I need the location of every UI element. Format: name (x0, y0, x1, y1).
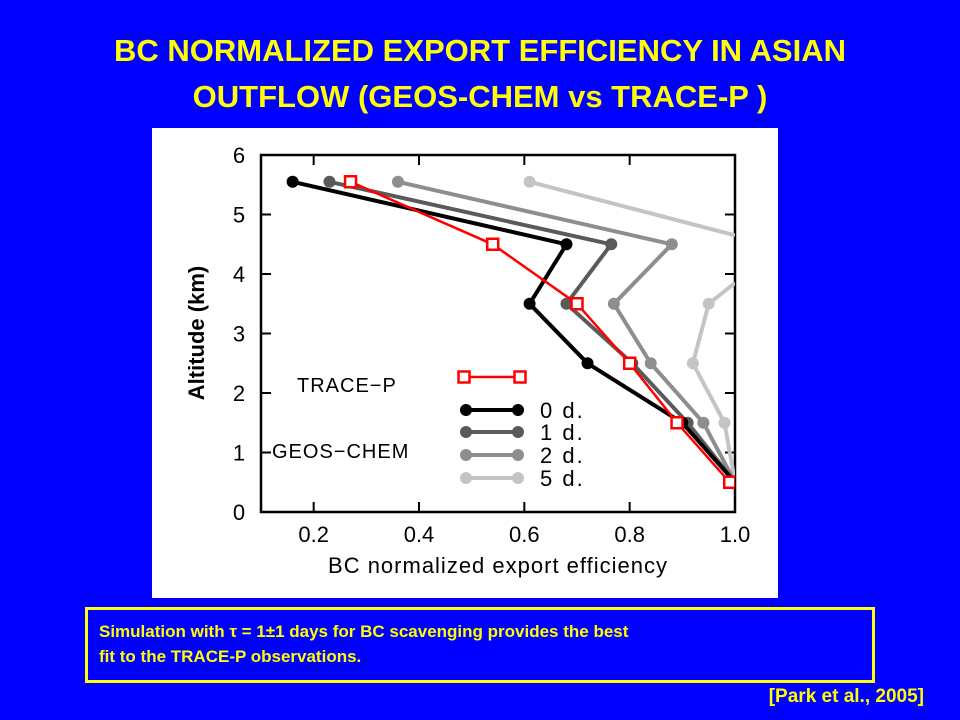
data-point-trace-p (485, 237, 500, 251)
data-point-5d (686, 357, 699, 370)
legend-label-2d: 2 d. (540, 443, 585, 468)
data-point-trace-p (722, 475, 735, 489)
legend-marker-1d (460, 426, 472, 438)
data-point-5d (523, 175, 536, 188)
data-point-2d (607, 297, 620, 310)
series-line-trace-p (349, 180, 731, 484)
data-point-trace-p (622, 356, 637, 370)
legend-marker-2d (460, 449, 472, 461)
y-tick-label: 3 (233, 322, 245, 347)
data-point-0d (581, 357, 594, 370)
plot-area (286, 175, 735, 489)
legend-geos-chem-label: GEOS−CHEM (272, 441, 409, 463)
data-point-2d (644, 357, 657, 370)
y-tick-label: 4 (233, 262, 245, 287)
legend-marker-0d (512, 404, 524, 416)
export-efficiency-chart: 0.2 0.4 0.6 0.8 1.0 0 1 2 3 4 5 6 BC normalized expo… (184, 143, 751, 578)
legend-label-0d: 0 d. (540, 398, 585, 423)
legend-label-5d: 5 d. (540, 466, 585, 491)
data-point-0d (286, 175, 299, 188)
data-point-1d (323, 175, 336, 188)
y-tick-label: 2 (233, 381, 245, 406)
legend-marker-5d (460, 472, 472, 484)
slide-title-line-1: BC NORMALIZED EXPORT EFFICIENCY IN ASIAN (114, 33, 846, 68)
data-point-1d (560, 297, 573, 310)
data-point-trace-p (343, 175, 358, 189)
y-tick-label: 1 (233, 441, 245, 466)
legend-marker-2d (512, 449, 524, 461)
series-line-5d-lower (690, 281, 735, 483)
citation: [Park et al., 2005] (768, 686, 924, 707)
x-tick-label: 0.6 (509, 522, 540, 547)
data-point-0d (560, 238, 573, 251)
data-point-5d (702, 297, 715, 310)
y-axis-label: Altitude (km) (184, 266, 209, 400)
data-point-2d (391, 175, 404, 188)
x-tick-label: 0.4 (404, 522, 435, 547)
series-line-2d (397, 179, 735, 484)
data-point-2d (697, 416, 710, 429)
legend-trace-p-label: TRACE−P (297, 375, 397, 397)
legend-marker-1d (512, 426, 524, 438)
data-point-trace-p (570, 297, 584, 311)
x-tick-label: 0.2 (298, 522, 329, 547)
series-line-0d (292, 179, 735, 484)
legend-trace-p-marker (513, 370, 527, 384)
data-point-5d (718, 416, 731, 429)
data-point-1d (605, 238, 618, 251)
series-2d (391, 175, 735, 489)
legend-marker-5d (512, 472, 524, 484)
slide-title-line-2: OUTFLOW (GEOS-CHEM vs TRACE-P ) (192, 79, 768, 114)
y-tick-label: 6 (233, 143, 245, 168)
y-tick-label: 0 (233, 500, 245, 525)
caption-line-2: fit to the TRACE-P observations. (99, 647, 362, 666)
caption-line-1: Simulation with τ = 1±1 days for BC scav… (99, 622, 629, 641)
legend-trace-p-marker (457, 370, 471, 384)
series-trace-p (343, 175, 735, 489)
series-5d (523, 175, 735, 489)
data-point-0d (523, 297, 536, 310)
legend-label-1d: 1 d. (540, 420, 585, 445)
legend-marker-0d (460, 404, 472, 416)
chart-panel: 0.2 0.4 0.6 0.8 1.0 0 1 2 3 4 5 6 BC normalized expo… (152, 128, 778, 598)
x-tick-label: 0.8 (614, 522, 645, 547)
caption-text: Simulation with τ = 1±1 days for BC scav… (99, 619, 859, 669)
series-line-5d (529, 179, 735, 238)
caption-box: Simulation with τ = 1±1 days for BC scav… (85, 607, 875, 683)
x-axis-label: BC normalized export efficiency (328, 553, 668, 578)
x-tick-label: 1.0 (720, 522, 751, 547)
data-point-2d (665, 238, 678, 251)
y-tick-label: 5 (233, 203, 245, 228)
data-point-trace-p (670, 416, 684, 430)
series-line-1d (329, 179, 735, 484)
